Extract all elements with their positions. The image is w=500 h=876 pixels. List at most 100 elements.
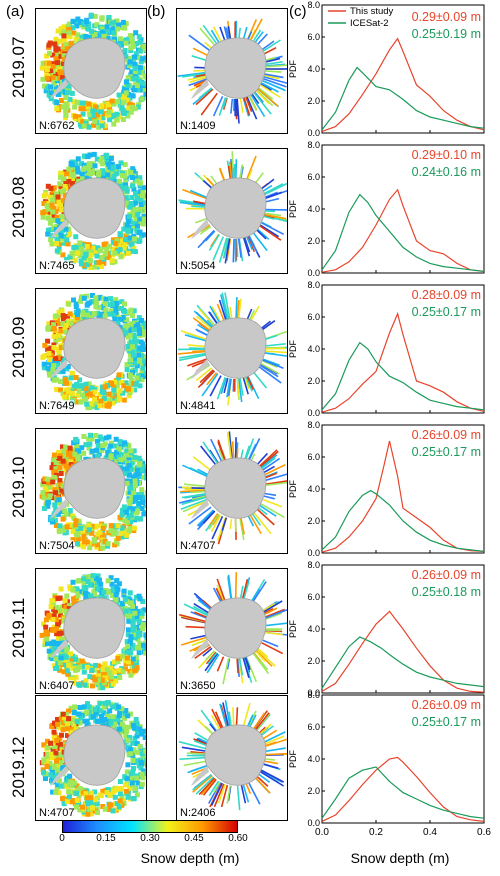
snow-depth-field	[39, 700, 146, 817]
month-label: 2019.11	[9, 597, 28, 658]
altimetry-tracks	[178, 572, 287, 685]
sample-count: N:2406	[180, 807, 216, 819]
y-tick-label: 6.0	[307, 592, 320, 602]
map-panel-a: N:6407	[35, 568, 147, 694]
legend-entry: This study	[350, 6, 394, 17]
stat-icesat2: 0.25±0.17 m	[412, 445, 481, 459]
stat-this-study: 0.26±0.09 m	[412, 428, 481, 442]
antarctic-peninsula	[50, 359, 68, 379]
series-this-study	[321, 440, 485, 553]
series-icesat2	[321, 341, 485, 411]
stat-this-study: 0.29±0.09 m	[412, 10, 481, 24]
y-tick-label: 0.0	[307, 688, 320, 698]
map-panel-b: N:3650	[176, 568, 288, 694]
map-panel-a: N:7504	[35, 428, 147, 554]
colorbar-title: Snow depth (m)	[140, 850, 240, 866]
y-tick-label: 6.0	[307, 312, 320, 322]
antarctica-landmass	[63, 457, 126, 519]
y-tick-label: 8.0	[307, 690, 320, 700]
x-tick-label: 0.4	[423, 827, 437, 838]
pdf-panel: 0.02.04.06.08.00.0 0.2 0.4 0.6PDF0.26±0.09 …	[288, 690, 491, 838]
legend-entry: ICESat-2	[350, 18, 389, 29]
altimetry-tracks	[177, 18, 287, 124]
antarctica-landmass	[63, 37, 126, 99]
plot-area	[321, 144, 485, 274]
y-tick-label: 0.0	[307, 128, 320, 138]
sample-count: N:7649	[39, 400, 75, 412]
stat-this-study: 0.29±0.10 m	[412, 148, 481, 162]
colorbar-tick: 0.45	[184, 833, 204, 844]
altimetry-tracks	[178, 431, 287, 545]
map-panel-b: N:2406	[176, 695, 288, 821]
y-tick-label: 0.0	[307, 268, 320, 278]
y-tick-label: 2.0	[307, 516, 320, 526]
month-label: 2019.08	[9, 176, 28, 238]
snow-depth-field	[39, 12, 146, 130]
y-tick-label: 0.0	[307, 818, 320, 828]
antarctica-landmass	[204, 37, 267, 99]
month-label: 2019.09	[9, 316, 28, 378]
panel-label-c: (c)	[289, 3, 307, 20]
y-tick-label: 6.0	[307, 722, 320, 732]
antarctica-landmass	[63, 724, 126, 786]
antarctic-peninsula	[191, 499, 209, 519]
panel-label-a: (a)	[6, 3, 25, 20]
antarctic-peninsula	[50, 639, 68, 659]
antarctica-landmass	[63, 597, 126, 659]
y-axis-label: PDF	[288, 199, 298, 218]
y-tick-label: 2.0	[307, 656, 320, 666]
snow-depth-field	[39, 432, 146, 551]
y-tick-label: 4.0	[307, 624, 320, 634]
y-axis-label: PDF	[288, 479, 298, 498]
y-tick-label: 8.0	[307, 0, 320, 10]
sample-count: N:7465	[39, 260, 75, 272]
antarctica-landmass	[63, 317, 126, 379]
series-icesat2	[321, 66, 485, 131]
y-tick-label: 2.0	[307, 236, 320, 246]
stat-this-study: 0.28±0.09 m	[412, 288, 481, 302]
series-this-study	[321, 311, 485, 413]
y-tick-label: 8.0	[307, 140, 320, 150]
sample-count: N:5054	[180, 260, 216, 272]
series-icesat2	[321, 636, 485, 689]
antarctic-peninsula	[191, 766, 209, 786]
y-axis-label: PDF	[288, 59, 298, 78]
colorbar-tick: 0.60	[228, 833, 248, 844]
antarctica-landmass	[204, 177, 267, 239]
y-axis-label: PDF	[288, 339, 298, 358]
sample-count: N:3650	[180, 680, 216, 692]
antarctic-peninsula	[191, 639, 209, 659]
map-panel-b: N:5054	[176, 148, 288, 274]
y-tick-label: 0.0	[307, 548, 320, 558]
pdf-panel: 0.0 2.0 4.0 6.0 8.0 PDF 0.26±0.09 m 0.25±0.18 m	[288, 560, 485, 698]
antarctica-landmass	[204, 724, 267, 786]
snow-depth-field	[40, 151, 146, 270]
y-tick-label: 0.0	[307, 408, 320, 418]
x-axis-title: Snow depth (m)	[350, 850, 450, 866]
sample-count: N:1409	[180, 120, 216, 132]
y-tick-label: 6.0	[307, 32, 320, 42]
stat-icesat2: 0.25±0.19 m	[412, 27, 481, 41]
pdf-panel: 0.0 2.0 4.0 6.0 8.0 PDF 0.28±0.09 m 0.25±0.17 m	[288, 280, 485, 418]
sample-count: N:6762	[39, 120, 75, 132]
y-tick-label: 2.0	[307, 786, 320, 796]
y-tick-label: 4.0	[307, 754, 320, 764]
series-this-study	[321, 188, 485, 273]
month-label: 2019.12	[9, 736, 28, 798]
snow-depth-field	[40, 293, 146, 411]
y-tick-label: 2.0	[307, 376, 320, 386]
panel-label-b: (b)	[147, 3, 166, 20]
y-tick-label: 4.0	[307, 344, 320, 354]
series-this-study	[321, 610, 485, 693]
sample-count: N:6407	[39, 680, 75, 692]
map-panel-b: N:1409	[176, 8, 288, 134]
y-tick-label: 8.0	[307, 420, 320, 430]
y-tick-label: 4.0	[307, 484, 320, 494]
antarctic-peninsula	[191, 219, 209, 239]
x-tick-label: 0.0	[315, 827, 329, 838]
month-label: 2019.10	[9, 456, 28, 518]
sample-count: N:4841	[180, 400, 216, 412]
antarctica-landmass	[204, 457, 267, 519]
stat-this-study: 0.26±0.09 m	[412, 698, 481, 712]
